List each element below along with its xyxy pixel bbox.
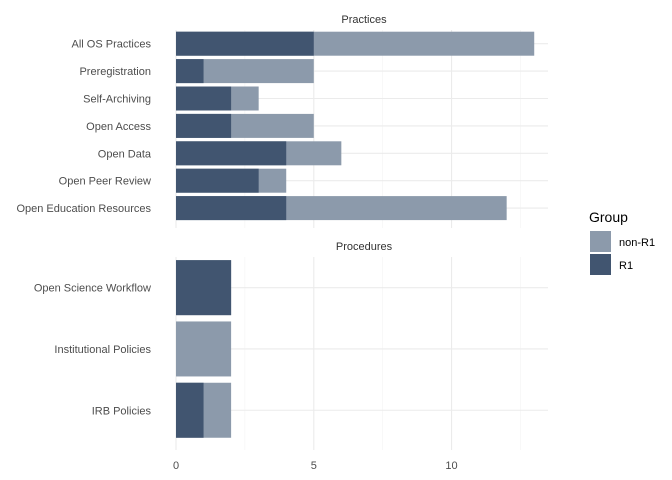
x-tick-label: 5: [311, 460, 317, 472]
bar-r1: [176, 382, 204, 438]
category-label: Open Data: [98, 148, 152, 160]
bar-r1: [176, 86, 232, 111]
bar-r1: [176, 141, 287, 166]
legend-key-r1: [590, 254, 611, 275]
facet-title-procedures: Procedures: [336, 241, 393, 253]
bar-r1: [176, 31, 314, 56]
category-label: Institutional Policies: [54, 344, 151, 356]
facet-title-practices: Practices: [341, 14, 387, 26]
category-label: Open Access: [86, 121, 151, 133]
legend-label: R1: [619, 260, 633, 272]
category-label: Open Science Workflow: [34, 283, 151, 295]
bar-r1: [176, 113, 232, 138]
legend-label: non-R1: [619, 237, 655, 249]
category-label: Preregistration: [79, 66, 151, 78]
x-tick-label: 10: [445, 460, 457, 472]
category-label: All OS Practices: [72, 39, 152, 51]
category-label: Open Peer Review: [59, 176, 151, 188]
x-tick-label: 0: [173, 460, 179, 472]
legend-key-non-r1: [590, 231, 611, 252]
bar-r1: [176, 59, 204, 84]
bar-r1: [176, 168, 259, 193]
bar-r1: [176, 260, 232, 316]
category-label: IRB Policies: [92, 405, 152, 417]
bar-non-r1: [176, 321, 232, 377]
bar-r1: [176, 196, 287, 221]
category-label: Self-Archiving: [83, 94, 151, 106]
legend-title: Group: [589, 209, 628, 225]
category-label: Open Education Resources: [16, 203, 151, 215]
